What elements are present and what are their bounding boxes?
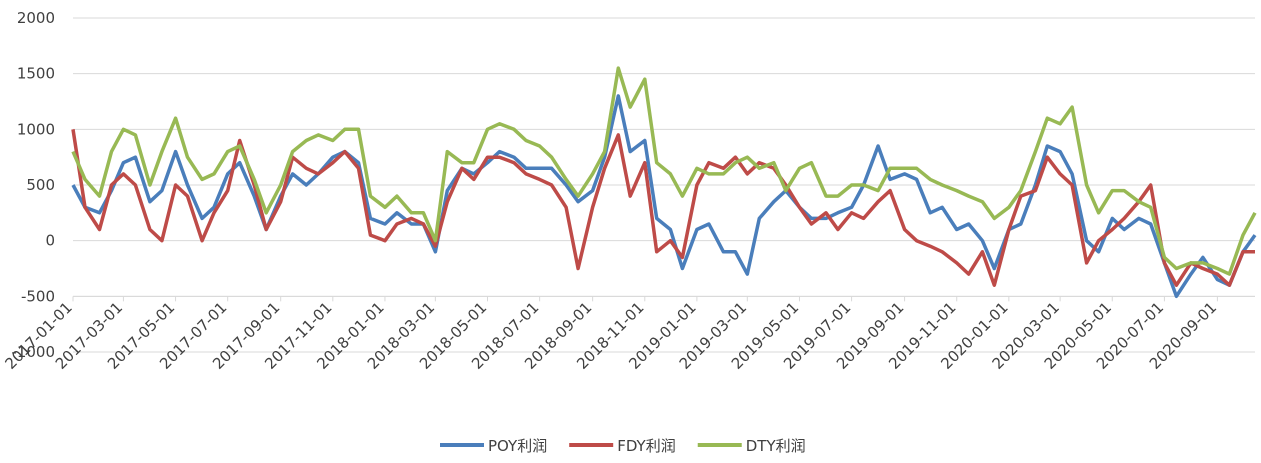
y-tick-label: 1000 [17, 120, 55, 138]
y-tick-label: -1000 [11, 343, 55, 361]
series-line [71, 66, 1257, 276]
legend-label: FDY利润 [617, 437, 676, 455]
legend-label: DTY利润 [746, 437, 806, 455]
series-line [71, 94, 1257, 299]
legend: POY利润 FDY利润 DTY利润 [440, 437, 806, 455]
y-tick-label: 1500 [17, 65, 55, 83]
y-tick-label: -500 [21, 287, 55, 305]
y-tick-label: 2000 [17, 9, 55, 27]
y-tick-label: 500 [26, 176, 55, 194]
series-line [71, 129, 1255, 287]
legend-label: POY利润 [488, 437, 547, 455]
y-tick-label: 0 [45, 232, 55, 250]
